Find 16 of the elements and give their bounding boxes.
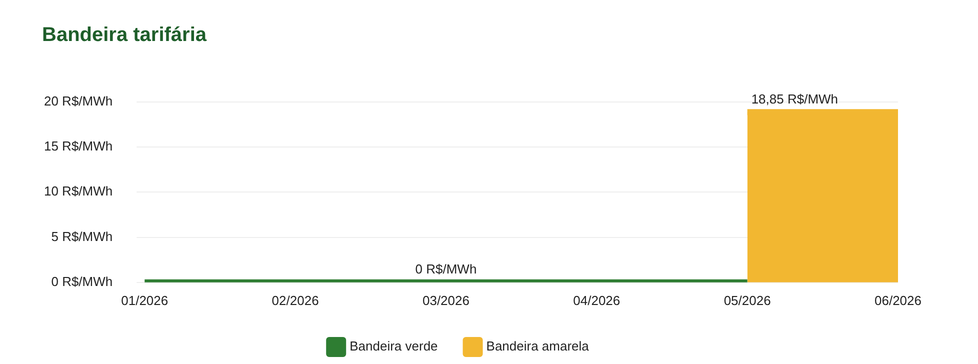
y-tick-label: 20 R$/MWh: [44, 93, 113, 108]
x-tick-label: 03/2026: [422, 292, 470, 308]
x-tick-label: 05/2026: [724, 292, 771, 308]
x-tick-label: 02/2026: [272, 292, 319, 308]
data-label: 0 R$/MWh: [415, 261, 477, 276]
y-tick-label: 5 R$/MWh: [51, 228, 113, 244]
chart-title: Bandeira tarifária: [42, 24, 207, 47]
legend-label: Bandeira verde: [350, 338, 438, 354]
y-tick-label: 0 R$/MWh: [51, 274, 113, 289]
data-label: 18,85 R$/MWh: [751, 91, 838, 106]
x-tick-label: 06/2026: [874, 292, 922, 308]
y-tick-label: 10 R$/MWh: [44, 184, 113, 199]
x-tick-label: 04/2026: [573, 292, 620, 308]
legend-label: Bandeira amarela: [486, 338, 590, 354]
y-tick-label: 15 R$/MWh: [44, 138, 113, 154]
x-tick-label: 01/2026: [121, 292, 168, 308]
